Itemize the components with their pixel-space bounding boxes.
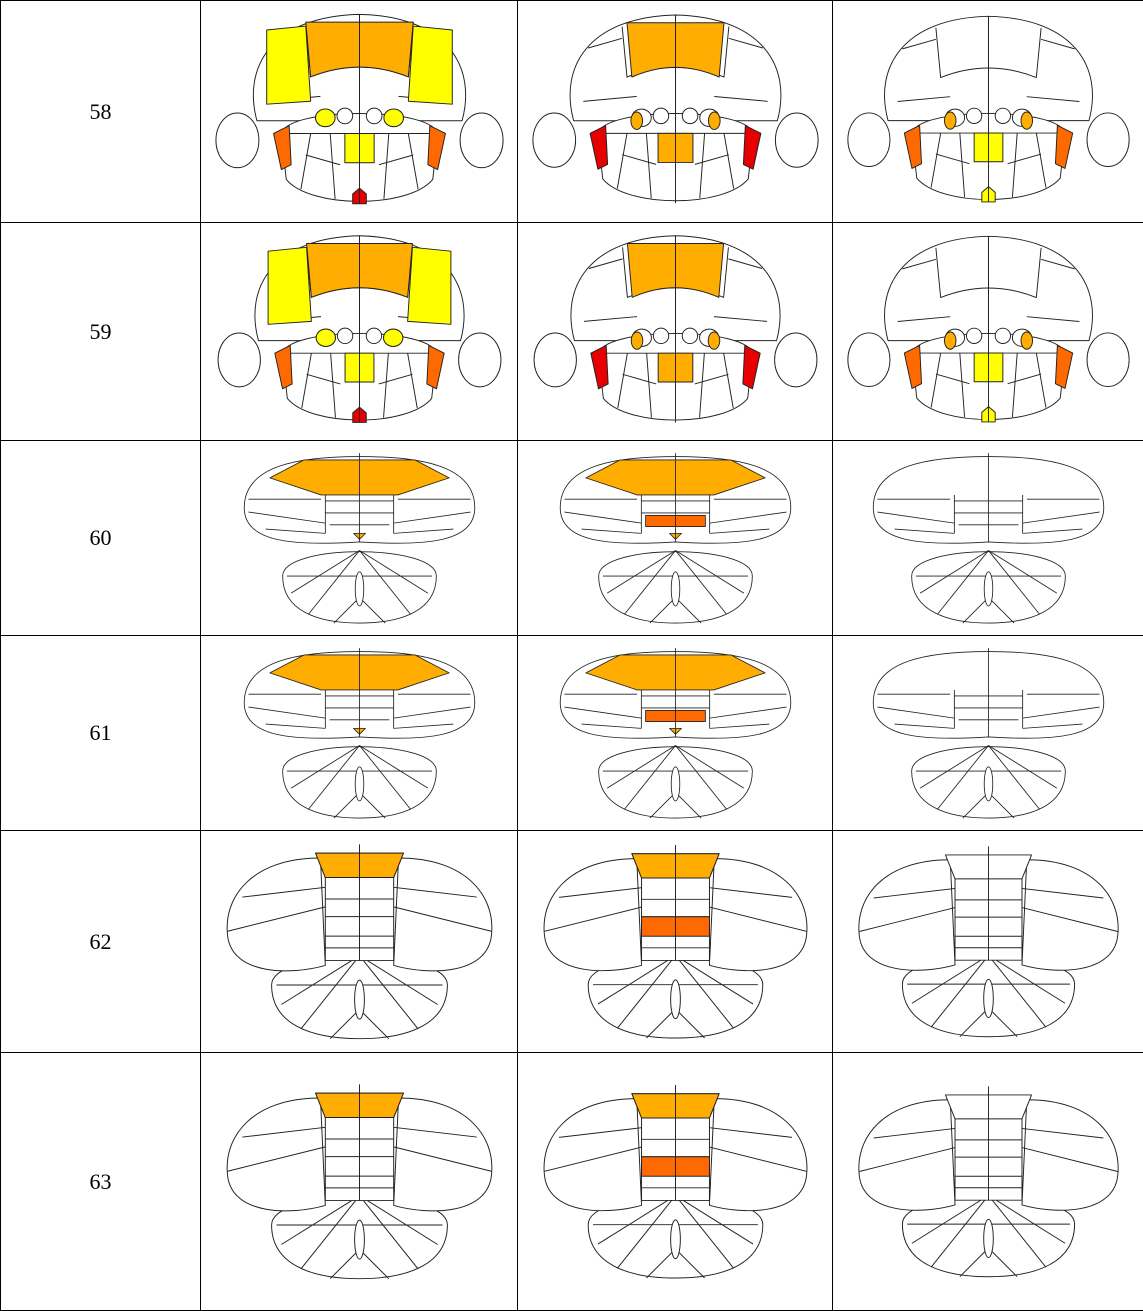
- figure-cell: [518, 1053, 833, 1311]
- row-label: 61: [1, 636, 201, 831]
- figure-cell: [518, 636, 833, 831]
- brain-section-drawing: [845, 643, 1132, 824]
- brain-section-drawing: [845, 838, 1132, 1046]
- brain-section-drawing: [213, 230, 506, 434]
- brain-section-drawing: [213, 643, 506, 824]
- row-label: 60: [1, 441, 201, 636]
- table-row: 62: [1, 831, 1143, 1053]
- row-label: 63: [1, 1053, 201, 1311]
- figure-cell: [833, 636, 1143, 831]
- brain-section-drawing: [530, 448, 821, 629]
- brain-section-drawing: [213, 448, 506, 629]
- table-row: 58: [1, 1, 1143, 223]
- figure-cell: [201, 1053, 518, 1311]
- figure-cell: [833, 1053, 1143, 1311]
- table-row: 63: [1, 1053, 1143, 1311]
- table-row: 60: [1, 441, 1143, 636]
- brain-section-drawing: [845, 448, 1132, 629]
- brain-section-drawing: [530, 643, 821, 824]
- figure-cell: [201, 831, 518, 1053]
- row-label: 62: [1, 831, 201, 1053]
- figure-cell: [518, 223, 833, 441]
- brain-section-drawing: [213, 1060, 506, 1304]
- figure-cell: [201, 441, 518, 636]
- figure-cell: [518, 831, 833, 1053]
- table-row: 61: [1, 636, 1143, 831]
- brain-section-drawing: [213, 8, 506, 216]
- figure-cell: [201, 636, 518, 831]
- brain-section-drawing: [845, 1060, 1132, 1304]
- brain-section-drawing: [530, 1060, 821, 1304]
- figure-cell: [518, 441, 833, 636]
- brain-section-drawing: [530, 8, 821, 216]
- figure-cell: [833, 831, 1143, 1053]
- brain-section-drawing: [845, 230, 1132, 434]
- figure-cell: [833, 223, 1143, 441]
- figure-cell: [833, 441, 1143, 636]
- table-row: 59: [1, 223, 1143, 441]
- brain-section-drawing: [530, 838, 821, 1046]
- figure-cell: [201, 1, 518, 223]
- brain-section-drawing: [213, 838, 506, 1046]
- row-label: 58: [1, 1, 201, 223]
- figure-cell: [201, 223, 518, 441]
- row-label: 59: [1, 223, 201, 441]
- brain-section-drawing: [845, 8, 1132, 216]
- brain-section-drawing: [530, 230, 821, 434]
- figure-cell: [518, 1, 833, 223]
- figure-cell: [833, 1, 1143, 223]
